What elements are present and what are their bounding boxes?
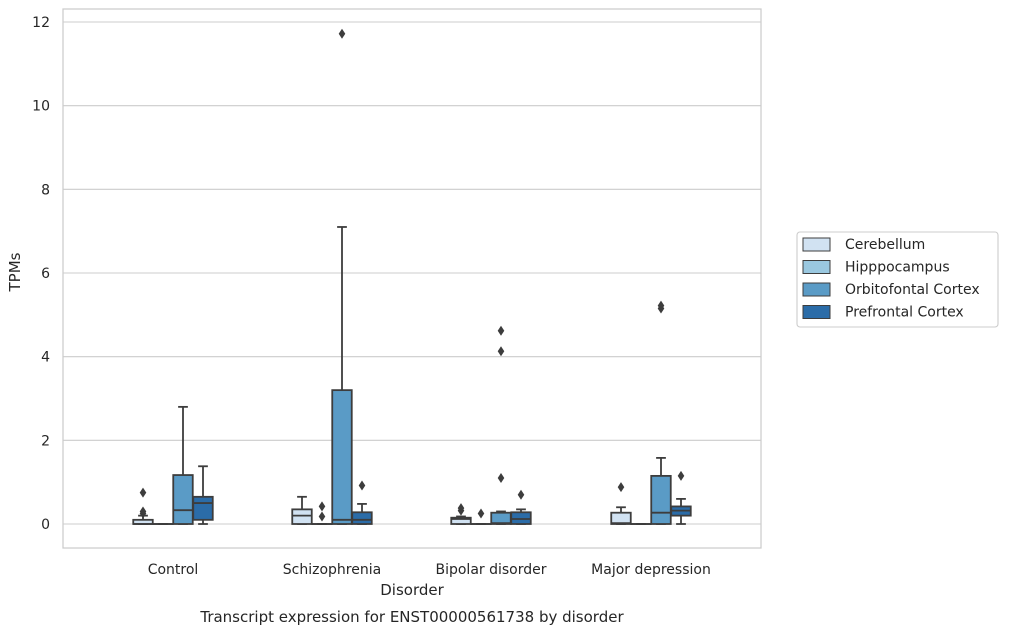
outlier-point (318, 511, 326, 522)
x-tick-label: Schizophrenia (283, 562, 381, 578)
box-cerebellum (291, 495, 313, 525)
legend-swatch (802, 237, 831, 252)
outlier-point (657, 300, 665, 311)
outlier-point (497, 346, 505, 357)
y-tick-label: 10 (32, 99, 50, 115)
box-body (331, 389, 353, 525)
y-tick-label: 0 (41, 517, 50, 533)
box-hipppocampus (470, 508, 492, 525)
x-tick-label: Control (148, 562, 199, 578)
chart-caption: Transcript expression for ENST0000056173… (199, 608, 624, 626)
legend-frame (796, 231, 999, 328)
legend-swatch (802, 260, 831, 274)
box-cerebellum (450, 503, 472, 525)
legend-label: Prefrontal Cortex (845, 305, 964, 321)
x-tick-label: Major depression (591, 562, 711, 578)
box-prefrontal-cortex (192, 465, 214, 525)
x-tick-labels: Control Schizophrenia Bipolar disorder Majo… (148, 562, 711, 578)
outlier-point (497, 472, 505, 483)
y-tick-label: 8 (41, 182, 50, 198)
outlier-point (477, 508, 485, 519)
legend-label: Cerebellum (845, 237, 925, 253)
x-tick-label: Bipolar disorder (435, 562, 546, 578)
box-orbitofontal-cortex (650, 300, 672, 525)
y-tick-labels: 0 2 4 6 8 10 12 (32, 15, 50, 533)
box-body (291, 508, 313, 525)
box-series (132, 28, 692, 525)
outlier-point (497, 325, 505, 336)
box-body (650, 474, 672, 525)
box-cerebellum (610, 482, 632, 525)
outlier-point (139, 487, 147, 498)
legend: Cerebellum Hipppocampus Orbitofontal Corte… (796, 231, 999, 328)
box-orbitofontal-cortex (331, 28, 353, 525)
box-prefrontal-cortex (670, 470, 692, 525)
box-body (450, 516, 472, 525)
box-orbitofontal-cortex (490, 325, 512, 525)
legend-label: Hipppocampus (845, 260, 950, 276)
legend-label: Orbitofontal Cortex (845, 282, 980, 298)
grid-lines (63, 21, 761, 525)
outlier-point (358, 480, 366, 491)
outlier-point (338, 28, 346, 39)
box-body (192, 495, 214, 521)
outlier-point (617, 482, 625, 493)
outlier-point (457, 503, 465, 514)
outlier-point (139, 506, 147, 517)
box-hipppocampus (311, 501, 333, 525)
outlier-point (318, 501, 326, 512)
y-tick-label: 4 (41, 350, 50, 366)
box-body (172, 474, 194, 525)
y-tick-label: 2 (41, 433, 50, 449)
plot-frame (62, 8, 762, 549)
box-prefrontal-cortex (510, 489, 532, 525)
outlier-point (677, 470, 685, 481)
box-prefrontal-cortex (351, 480, 373, 525)
legend-swatch (802, 282, 831, 297)
box-body (351, 511, 373, 525)
legend-swatch (802, 305, 831, 319)
x-axis-label: Disorder (380, 581, 444, 599)
y-tick-label: 12 (32, 15, 50, 31)
outlier-point (517, 489, 525, 500)
y-axis-label: TPMs (6, 252, 24, 292)
box-cerebellum (132, 487, 154, 525)
y-tick-label: 6 (41, 266, 50, 282)
box-orbitofontal-cortex (172, 405, 194, 525)
